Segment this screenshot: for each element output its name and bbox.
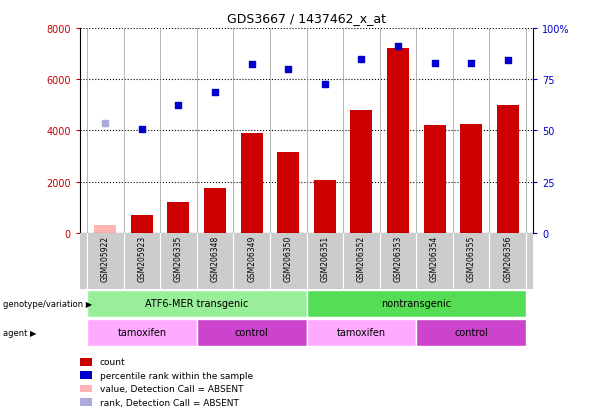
Bar: [306, 319, 416, 346]
Bar: [80, 372, 93, 379]
Bar: [94, 225, 116, 233]
Point: [137, 126, 147, 133]
Point: [210, 90, 220, 96]
Bar: [306, 290, 526, 317]
Text: GSM206351: GSM206351: [320, 235, 329, 281]
Text: value, Detection Call = ABSENT: value, Detection Call = ABSENT: [100, 384, 243, 393]
Point: [101, 120, 110, 127]
Text: GSM206349: GSM206349: [247, 235, 256, 281]
Text: control: control: [454, 328, 488, 337]
Bar: [387, 49, 409, 233]
Point: [246, 62, 256, 68]
Bar: [424, 126, 446, 233]
Text: GSM206354: GSM206354: [430, 235, 439, 281]
Text: GSM206350: GSM206350: [284, 235, 293, 281]
Text: count: count: [100, 357, 125, 366]
Point: [466, 60, 476, 67]
Point: [357, 56, 367, 63]
Text: rank, Detection Call = ABSENT: rank, Detection Call = ABSENT: [100, 398, 238, 407]
Point: [430, 60, 440, 67]
Text: GSM205923: GSM205923: [137, 235, 147, 281]
Bar: [80, 358, 93, 366]
Text: nontransgenic: nontransgenic: [381, 299, 451, 309]
Bar: [416, 319, 526, 346]
Bar: [204, 189, 226, 233]
Bar: [87, 319, 197, 346]
Text: genotype/variation ▶: genotype/variation ▶: [3, 299, 93, 308]
Text: control: control: [235, 328, 268, 337]
Point: [393, 43, 403, 50]
Bar: [80, 399, 93, 406]
Text: GSM205922: GSM205922: [101, 235, 110, 281]
Text: GSM206348: GSM206348: [210, 235, 219, 281]
Bar: [241, 134, 262, 233]
Text: GSM206356: GSM206356: [503, 235, 512, 281]
Point: [320, 82, 330, 88]
Point: [503, 57, 512, 64]
Text: tamoxifen: tamoxifen: [337, 328, 386, 337]
Text: GSM206355: GSM206355: [466, 235, 476, 281]
Text: GSM206353: GSM206353: [394, 235, 403, 281]
Bar: [197, 319, 306, 346]
Bar: [167, 203, 189, 233]
Bar: [131, 216, 153, 233]
Bar: [351, 111, 372, 233]
Text: GSM206335: GSM206335: [174, 235, 183, 281]
Text: GSM206352: GSM206352: [357, 235, 366, 281]
Point: [173, 102, 183, 109]
Text: agent ▶: agent ▶: [3, 328, 37, 337]
Text: percentile rank within the sample: percentile rank within the sample: [100, 371, 253, 380]
Point: [283, 66, 293, 73]
Bar: [87, 290, 306, 317]
Bar: [314, 181, 336, 233]
Title: GDS3667 / 1437462_x_at: GDS3667 / 1437462_x_at: [227, 12, 386, 25]
Text: ATF6-MER transgenic: ATF6-MER transgenic: [145, 299, 248, 309]
Bar: [277, 153, 299, 233]
Bar: [80, 385, 93, 392]
Bar: [497, 106, 519, 233]
Text: tamoxifen: tamoxifen: [117, 328, 167, 337]
Bar: [460, 125, 482, 233]
